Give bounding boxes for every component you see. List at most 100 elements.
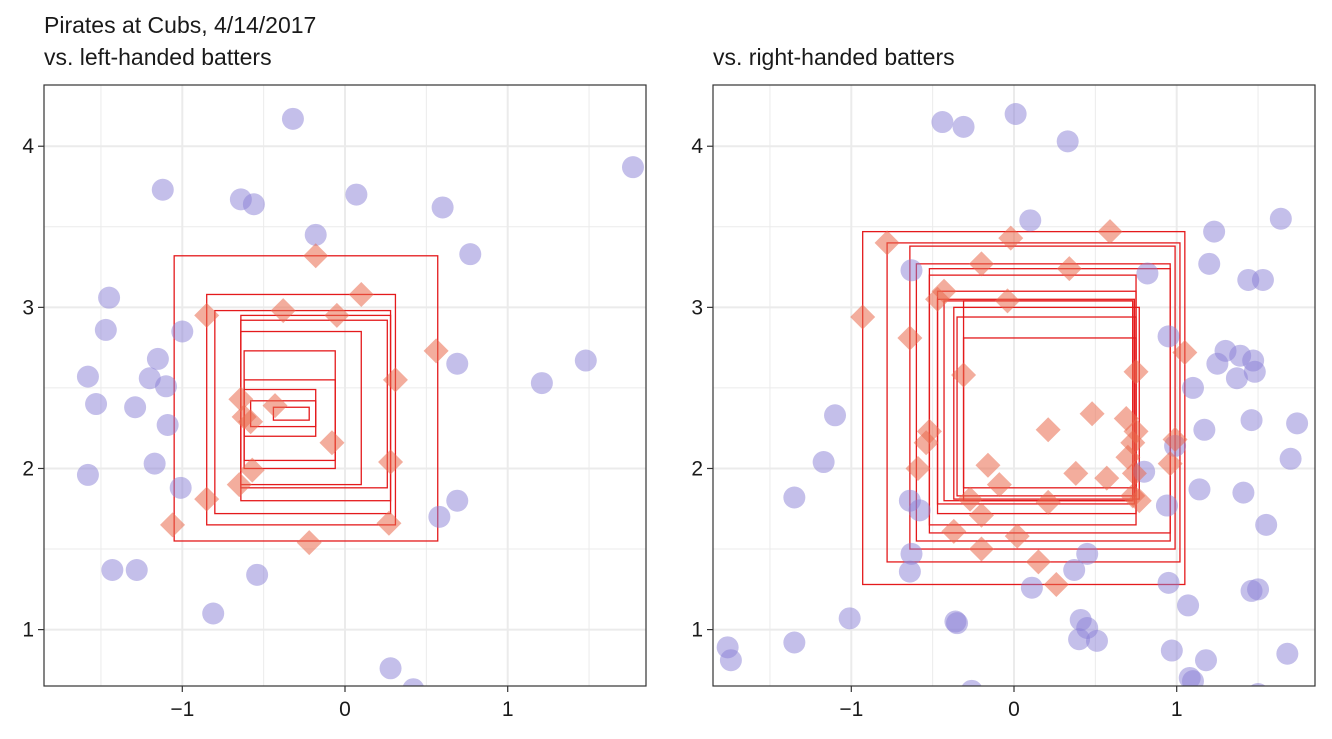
strike-point [303,243,329,269]
strike-point [1097,219,1123,245]
ball-point [171,320,194,343]
ball-point [1076,542,1099,565]
strike-point [1121,460,1147,486]
strike-point [324,302,350,328]
strike-point [874,230,900,256]
ball-point [1085,629,1108,652]
strike-point [1123,359,1149,385]
strike-point [238,409,264,435]
ball-point [1056,130,1079,153]
strike-point [1126,488,1152,514]
ball-point [156,413,179,436]
strike-point [975,452,1001,478]
ball-point [85,393,108,416]
ball-point [98,286,121,309]
ball-point [1276,642,1299,665]
strike-point [270,298,296,324]
strike-point [1004,523,1030,549]
strike-point [968,502,994,528]
strike-point [968,536,994,562]
right-panel-title: vs. right-handed batters [713,44,955,70]
ball-point [621,156,644,179]
ball-point [783,486,806,509]
x-tick-label: 0 [339,698,351,721]
ball-point [446,489,469,512]
ball-point [146,347,169,370]
ball-point [1181,376,1204,399]
strike-point [239,457,265,483]
ball-point [1243,360,1266,383]
ball-point [1198,252,1221,275]
figure-title: Pirates at Cubs, 4/14/2017 [44,12,317,38]
ball-point [1269,207,1292,230]
ball-point [1251,268,1274,291]
strike-point [1172,339,1198,365]
y-tick-label: 3 [691,296,703,319]
ball-point [169,476,192,499]
ball-point [900,259,923,282]
strike-zone-rect [962,337,1137,489]
ball-point [1232,481,1255,504]
ball-point [155,375,178,398]
ball-point [1157,571,1180,594]
strike-point [1035,417,1061,443]
ball-point [530,372,553,395]
strike-point [194,302,220,328]
ball-point [345,183,368,206]
plot-area [716,103,1309,686]
ball-point [946,612,969,635]
ball-point [898,560,921,583]
ball-point [1063,558,1086,581]
strike-point [1079,401,1105,427]
y-tick-label: 3 [22,296,34,319]
strike-point [1025,549,1051,575]
strike-point [957,486,983,512]
ball-point [1155,494,1178,517]
strike-point [378,449,404,475]
y-tick-label: 2 [22,457,34,480]
y-tick-label: 4 [691,135,703,158]
ball-point [1177,594,1200,617]
x-tick-label: 0 [1008,698,1020,721]
strike-point [319,430,345,456]
ball-point [76,365,99,388]
ball-point [246,563,269,586]
y-tick-label: 1 [691,619,703,642]
ball-point [1136,262,1159,285]
ball-point [1019,209,1042,232]
ball-point [94,318,117,341]
ball-point [783,631,806,654]
ball-point [125,558,148,581]
strike-point [998,225,1024,251]
strike-point [1157,451,1183,477]
strike-point [850,304,876,330]
strike-point [941,518,967,544]
ball-point [379,657,402,680]
ball-point [124,396,147,419]
strike-point [262,393,288,419]
ball-point [931,111,954,134]
ball-point [101,558,124,581]
strike-point [382,367,408,393]
ball-point [76,463,99,486]
ball-point [1160,639,1183,662]
y-tick-label: 4 [22,135,34,158]
strike-zone-rect [936,298,1136,505]
ball-point [1229,344,1252,367]
ball-point [138,367,161,390]
strike-point [1162,426,1188,452]
strike-point [925,286,951,312]
ball-point [1193,418,1216,441]
ball-point [1286,412,1309,435]
ball-point [1250,683,1266,686]
strike-point [905,455,931,481]
ball-point [1004,103,1027,126]
strike-point [897,325,923,351]
strike-point [376,510,402,536]
ball-point [1020,576,1043,599]
plot-area [76,107,644,686]
grid [44,85,646,686]
strike-point [968,251,994,277]
ball-point [1188,478,1211,501]
